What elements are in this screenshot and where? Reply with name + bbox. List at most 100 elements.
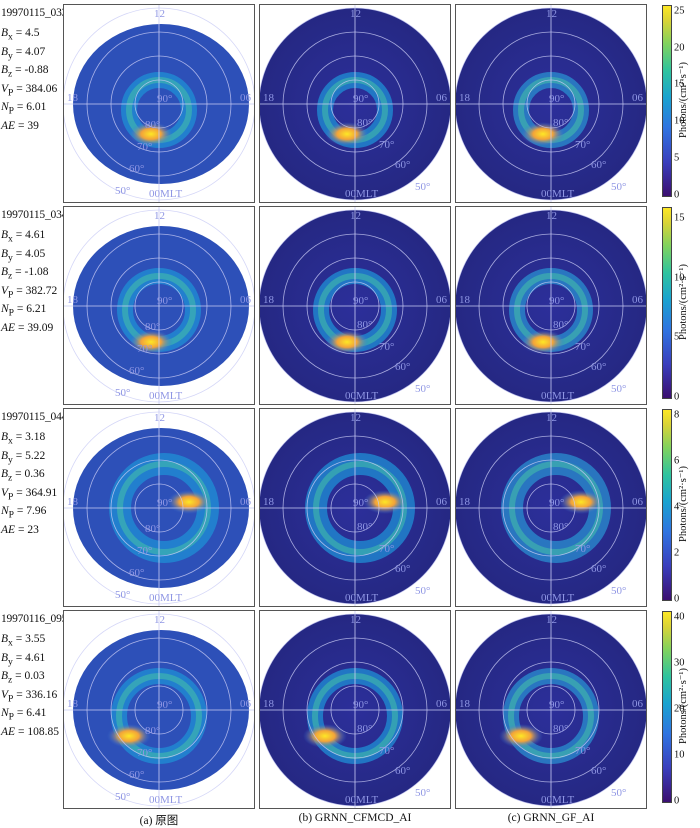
image-id: 19970115_034710 <box>1 209 84 221</box>
polar-label-lat90: 90° <box>549 93 564 105</box>
colorbar-unit: Photons/(cm²·s⁻¹) <box>678 465 689 543</box>
polar-label-midnight: 00MLT <box>541 390 574 402</box>
polar-label-dusk: 18 <box>67 92 79 104</box>
colorbar <box>662 5 672 197</box>
polar-label-midnight: 00MLT <box>345 188 378 200</box>
polar-label-lat70: 70° <box>137 545 152 557</box>
polar-label-lat70: 70° <box>575 543 590 555</box>
polar-label-lat50: 50° <box>415 585 430 597</box>
colorbar <box>662 611 672 803</box>
polar-label-dusk: 18 <box>459 496 471 508</box>
polar-label-dawn: 06 <box>436 92 448 104</box>
colorbar-ticks: 40 30 20 10 0 <box>672 611 694 806</box>
vp-line: VP = 336.16 <box>1 688 58 704</box>
ae-line: AE = 39 <box>1 119 39 132</box>
polar-label-noon: 12 <box>546 210 557 222</box>
colorbar-ticks: 15 10 5 0 <box>672 207 694 403</box>
polar-label-midnight: 00MLT <box>149 188 182 200</box>
vp-line: VP = 364.91 <box>1 486 58 502</box>
polar-label-dusk: 18 <box>263 92 275 104</box>
bx-line: Bx = 4.5 <box>1 27 40 43</box>
polar-panel-r2-c2: 12 18 06 00MLT 90° 80° 70° 60° 50° <box>259 206 451 405</box>
polar-label-dawn: 06 <box>240 496 252 508</box>
polar-label-noon: 12 <box>154 210 165 222</box>
polar-label-dawn: 06 <box>632 496 644 508</box>
polar-label-lat80: 80° <box>553 723 568 735</box>
np-line: NP = 7.96 <box>1 505 47 521</box>
polar-label-dusk: 18 <box>263 698 275 710</box>
np-line: NP = 6.21 <box>1 303 47 319</box>
colorbar-tick: 10 <box>674 115 685 127</box>
polar-label-lat80: 80° <box>357 521 372 533</box>
polar-label-noon: 12 <box>350 210 361 222</box>
polar-label-lat60: 60° <box>129 769 144 781</box>
bx-line: Bx = 3.55 <box>1 633 46 649</box>
polar-label-lat90: 90° <box>549 497 564 509</box>
polar-label-lat70: 70° <box>379 341 394 353</box>
bx-line: Bx = 4.61 <box>1 229 46 245</box>
polar-label-noon: 12 <box>546 614 557 626</box>
polar-label-dawn: 06 <box>632 698 644 710</box>
polar-label-lat90: 90° <box>157 295 172 307</box>
polar-label-lat60: 60° <box>395 361 410 373</box>
bz-line: Bz = -0.88 <box>1 64 49 80</box>
polar-label-midnight: 00MLT <box>541 188 574 200</box>
polar-label-midnight: 00MLT <box>345 794 378 806</box>
polar-label-lat50: 50° <box>611 383 626 395</box>
caption-b: (b) GRNN_CFMCD_AI <box>298 812 412 824</box>
polar-label-lat70: 70° <box>137 343 152 355</box>
colorbar-tick: 20 <box>674 42 685 54</box>
polar-panel-r1-c1: 12 18 06 00MLT 90° 80° 70° 60° 50° <box>63 4 255 203</box>
colorbar-unit: Photons/(cm²·s⁻¹) <box>678 61 689 139</box>
polar-label-lat70: 70° <box>137 747 152 759</box>
polar-label-lat50: 50° <box>415 181 430 193</box>
polar-label-dawn: 06 <box>240 294 252 306</box>
colorbar-ticks: 8 6 4 2 0 <box>672 409 694 604</box>
emission-hotspot <box>107 724 151 748</box>
bx-line: Bx = 3.18 <box>1 431 46 447</box>
emission-hotspot <box>521 330 565 354</box>
emission-hotspot <box>325 330 369 354</box>
polar-panel-r1-c3: 12 18 06 00MLT 90° 80° 70° 60° 50° <box>455 4 647 203</box>
polar-panel-r2-c3: 12 18 06 00MLT 90° 80° 70° 60° 50° <box>455 206 647 405</box>
colorbar-tick: 20 <box>674 703 685 715</box>
image-id: 19970115_033209 <box>1 7 84 19</box>
colorbar-tick: 0 <box>674 795 680 807</box>
polar-label-lat90: 90° <box>353 497 368 509</box>
row-3-meta: 19970115_044830 Bx = 3.18 By = 5.22 Bz =… <box>1 410 84 537</box>
by-line: By = 4.07 <box>1 45 46 61</box>
polar-label-lat90: 90° <box>549 699 564 711</box>
polar-panel-r3-c2: 12 18 06 00MLT 90° 80° 70° 60° 50° <box>259 408 451 607</box>
polar-label-lat50: 50° <box>415 383 430 395</box>
colorbar-tick: 40 <box>674 611 685 623</box>
polar-label-lat50: 50° <box>611 585 626 597</box>
polar-label-lat70: 70° <box>379 139 394 151</box>
polar-label-lat80: 80° <box>357 117 372 129</box>
polar-label-lat50: 50° <box>611 181 626 193</box>
colorbar-tick: 2 <box>674 547 680 559</box>
polar-label-dusk: 18 <box>459 698 471 710</box>
polar-label-lat80: 80° <box>357 319 372 331</box>
polar-label-lat90: 90° <box>549 295 564 307</box>
emission-hotspot <box>129 330 173 354</box>
polar-label-lat60: 60° <box>395 765 410 777</box>
colorbar-tick: 10 <box>674 749 685 761</box>
polar-label-dawn: 06 <box>436 698 448 710</box>
polar-label-dusk: 18 <box>67 698 79 710</box>
polar-label-noon: 12 <box>350 412 361 424</box>
polar-label-noon: 12 <box>154 8 165 20</box>
polar-label-noon: 12 <box>154 412 165 424</box>
polar-label-lat50: 50° <box>115 387 130 399</box>
colorbar-tick: 0 <box>674 593 680 605</box>
image-id: 19970115_044830 <box>1 411 84 423</box>
ae-line: AE = 39.09 <box>1 321 54 334</box>
by-line: By = 5.22 <box>1 449 46 465</box>
polar-label-lat60: 60° <box>395 563 410 575</box>
polar-label-lat90: 90° <box>353 699 368 711</box>
row-1-meta: 19970115_033209 Bx = 4.5 By = 4.07 Bz = … <box>1 6 84 133</box>
polar-label-lat60: 60° <box>591 361 606 373</box>
polar-panel-r4-c1: 12 18 06 00MLT 90° 80° 70° 60° 50° <box>63 610 255 809</box>
polar-panel-r4-c2: 12 18 06 00MLT 90° 80° 70° 60° 50° <box>259 610 451 809</box>
polar-label-dusk: 18 <box>263 496 275 508</box>
polar-label-lat50: 50° <box>115 185 130 197</box>
